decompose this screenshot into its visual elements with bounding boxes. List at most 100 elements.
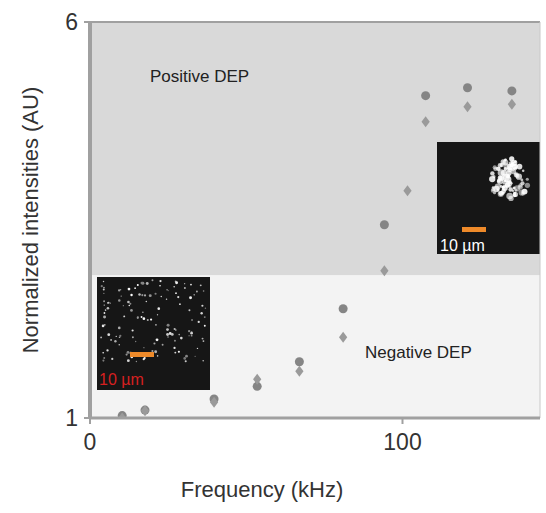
speckle <box>188 330 190 332</box>
speckle <box>513 192 518 197</box>
point <box>422 116 430 127</box>
speckle <box>118 327 121 330</box>
inset-background <box>437 142 540 254</box>
speckle <box>174 328 176 330</box>
speckle <box>489 176 495 182</box>
speckle <box>142 312 144 314</box>
speckle <box>138 293 141 296</box>
point <box>339 332 347 343</box>
scale-bar <box>130 352 154 357</box>
region-label: Positive DEP <box>150 67 249 86</box>
speckle <box>178 334 180 336</box>
inset-image <box>97 277 210 390</box>
speckle <box>193 294 195 296</box>
point <box>295 366 303 377</box>
speckle <box>154 293 156 295</box>
speckle <box>130 309 133 312</box>
speckle <box>185 360 187 362</box>
speckle <box>110 339 112 341</box>
speckle <box>103 293 104 294</box>
speckle <box>190 332 193 335</box>
speckle <box>100 336 102 338</box>
speckle <box>175 292 177 294</box>
point <box>295 357 304 366</box>
speckle <box>107 307 110 310</box>
point <box>463 101 471 112</box>
x-tick-label: 100 <box>383 429 421 455</box>
speckle <box>194 356 195 357</box>
speckle <box>166 289 167 290</box>
speckle <box>123 316 125 318</box>
frame-right <box>540 22 541 418</box>
speckle <box>118 299 121 302</box>
speckle <box>144 294 146 296</box>
speckle <box>184 283 185 284</box>
speckle <box>522 189 528 195</box>
speckle <box>134 287 136 289</box>
speckle <box>499 163 503 167</box>
speckle <box>506 193 513 200</box>
plot-area <box>90 22 540 418</box>
speckle <box>171 333 174 336</box>
x-axis-title: Frequency (kHz) <box>181 477 344 502</box>
point <box>210 397 218 408</box>
speckle <box>498 169 505 176</box>
inset-image <box>437 142 540 254</box>
speckle <box>166 328 169 331</box>
speckle <box>146 282 149 285</box>
y-tick-label: 1 <box>65 405 78 431</box>
point <box>508 99 516 110</box>
speckle <box>119 335 121 337</box>
speckle <box>157 307 160 310</box>
speckle <box>107 333 110 336</box>
speckle <box>514 185 520 191</box>
speckle <box>188 309 190 311</box>
y-tick <box>84 21 90 23</box>
speckle <box>129 305 130 306</box>
y-axis-title: Normalized intensities (AU) <box>18 87 43 354</box>
speckle <box>143 358 145 360</box>
x-tick <box>402 418 404 424</box>
speckle <box>154 350 157 353</box>
speckle <box>128 288 131 291</box>
speckle <box>202 340 204 342</box>
scale-label: 10 µm <box>99 371 144 388</box>
speckle <box>157 314 158 315</box>
scale-bar <box>462 227 486 232</box>
speckle <box>106 349 108 351</box>
speckle <box>137 317 139 319</box>
speckle <box>517 164 523 170</box>
speckle <box>522 170 525 173</box>
speckle <box>166 333 169 336</box>
point <box>421 91 430 100</box>
speckle <box>506 170 512 176</box>
speckle <box>123 305 124 306</box>
point <box>141 405 149 416</box>
speckle <box>197 348 198 349</box>
speckle <box>168 290 169 291</box>
speckle <box>190 284 192 286</box>
speckle <box>149 294 152 297</box>
speckle <box>177 296 179 298</box>
speckle <box>103 287 105 289</box>
speckle <box>493 167 497 171</box>
speckle <box>151 279 153 281</box>
speckle <box>191 319 193 321</box>
speckle <box>174 340 176 342</box>
speckle <box>104 304 105 305</box>
speckle <box>498 191 504 197</box>
speckle <box>162 344 164 346</box>
speckle <box>515 173 518 176</box>
speckle <box>137 316 139 318</box>
speckle <box>141 282 144 285</box>
speckle <box>185 355 188 358</box>
x-tick <box>89 418 91 424</box>
speckle <box>505 176 512 183</box>
speckle <box>103 300 105 302</box>
speckle <box>150 319 152 321</box>
speckle <box>137 284 139 286</box>
speckle <box>174 352 176 354</box>
speckle <box>135 341 136 342</box>
point <box>339 304 348 313</box>
speckle <box>504 158 507 161</box>
